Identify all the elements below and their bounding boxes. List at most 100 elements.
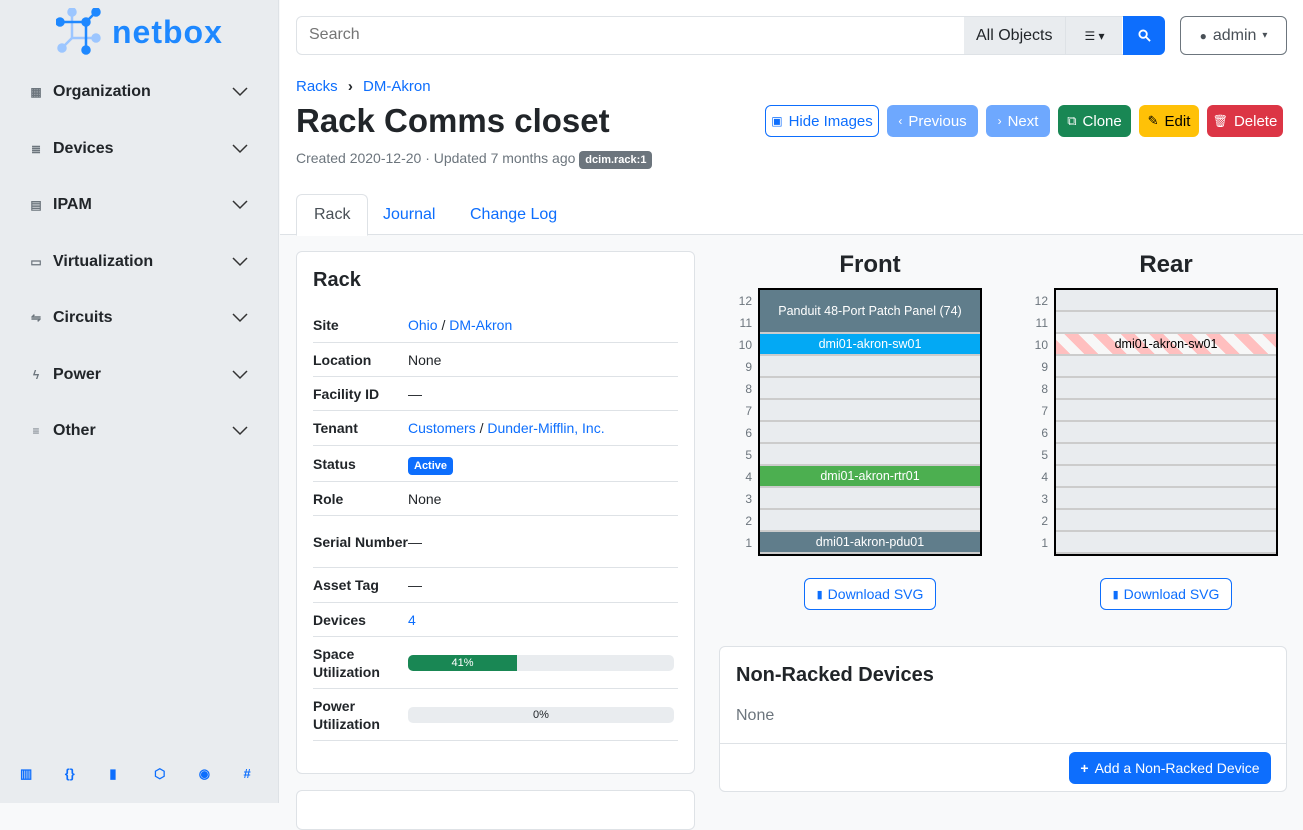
empty-rack-unit[interactable] xyxy=(1056,378,1276,400)
row-site: Site Ohio / DM-Akron xyxy=(313,308,678,343)
breadcrumb: Racks › DM-Akron xyxy=(296,78,431,95)
row-serial: Serial Number — xyxy=(313,516,678,568)
search-icon xyxy=(1137,29,1151,42)
row-tenant: Tenant Customers / Dunder-Mifflin, Inc. xyxy=(313,411,678,446)
tenant-group-link[interactable]: Customers xyxy=(408,420,476,436)
monitor-icon: ▭ xyxy=(30,254,42,269)
empty-rack-unit[interactable] xyxy=(1056,290,1276,312)
sidebar-item-label: Devices xyxy=(53,139,114,157)
user-menu[interactable]: ● admin ▾ xyxy=(1180,16,1287,55)
github-icon[interactable]: ◉ xyxy=(198,766,211,781)
unit-number: 11 xyxy=(739,316,752,330)
empty-rack-unit[interactable] xyxy=(1056,510,1276,532)
unit-number: 12 xyxy=(1034,294,1048,308)
filter-dropdown[interactable]: ☰ ▾ xyxy=(1065,17,1123,54)
add-non-racked-device-button[interactable]: + Add a Non-Racked Device xyxy=(1069,752,1271,784)
empty-rack-unit[interactable] xyxy=(760,510,980,532)
sidebar-item-organization[interactable]: ▦ Organization xyxy=(0,72,279,112)
site-link[interactable]: DM-Akron xyxy=(449,317,513,333)
sidebar-item-other[interactable]: ≡ Other xyxy=(0,411,279,451)
sidebar: netbox ▦ Organization ≣ Devices ▤ IPAM ▭ Virtua… xyxy=(0,0,279,803)
card-title: Non-Racked Devices xyxy=(736,664,934,686)
unit-number: 5 xyxy=(745,448,752,462)
copy-icon: ⧉ xyxy=(1067,113,1077,128)
download-rear-svg-button[interactable]: ▮ Download SVG xyxy=(1100,578,1232,610)
tab-journal[interactable]: Journal xyxy=(383,205,436,223)
download-front-svg-button[interactable]: ▮ Download SVG xyxy=(804,578,936,610)
empty-rack-unit[interactable] xyxy=(1056,356,1276,378)
empty-rack-unit[interactable] xyxy=(1056,422,1276,444)
graphql-icon[interactable]: ⬡ xyxy=(154,766,166,781)
username: admin xyxy=(1212,26,1257,44)
empty-rack-unit[interactable] xyxy=(1056,400,1276,422)
chevron-left-icon: ‹ xyxy=(898,114,903,128)
edit-button[interactable]: ✎ Edit xyxy=(1139,105,1199,137)
empty-rack-unit[interactable] xyxy=(760,356,980,378)
empty-rack-unit[interactable] xyxy=(760,400,980,422)
devices-link[interactable]: 4 xyxy=(408,611,416,628)
empty-rack-unit[interactable] xyxy=(1056,488,1276,510)
row-location: Location None xyxy=(313,343,678,377)
sidebar-item-virtualization[interactable]: ▭ Virtualization xyxy=(0,242,279,282)
sidebar-item-label: IPAM xyxy=(53,196,92,213)
search-input[interactable] xyxy=(309,26,909,44)
empty-rack-unit[interactable] xyxy=(1056,466,1276,488)
rack-device[interactable]: dmi01-akron-rtr01 xyxy=(760,466,980,488)
rack-device[interactable]: Panduit 48-Port Patch Panel (74) xyxy=(760,290,980,334)
rack-device[interactable]: dmi01-akron-sw01 xyxy=(1056,334,1276,356)
search-button[interactable] xyxy=(1123,16,1165,55)
empty-rack-unit[interactable] xyxy=(1056,532,1276,554)
region-link[interactable]: Ohio xyxy=(408,317,438,333)
delete-button[interactable]: 🗑 Delete xyxy=(1207,105,1283,137)
empty-rack-unit[interactable] xyxy=(760,488,980,510)
netbox-logo[interactable]: netbox xyxy=(56,8,223,56)
unit-number: 5 xyxy=(1041,448,1048,462)
sidebar-item-ipam[interactable]: ▤ IPAM xyxy=(0,185,279,225)
building-icon: ▦ xyxy=(30,85,42,99)
previous-button[interactable]: ‹ Previous xyxy=(887,105,978,137)
row-devices: Devices 4 xyxy=(313,603,678,637)
tenant-link[interactable]: Dunder-Mifflin, Inc. xyxy=(487,420,605,436)
trash-icon: 🗑 xyxy=(1212,114,1228,128)
empty-rack-unit[interactable] xyxy=(760,422,980,444)
circuit-icon: ⇋ xyxy=(30,311,42,325)
space-utilization-bar: 41% xyxy=(408,654,674,671)
sidebar-item-power[interactable]: ϟ Power xyxy=(0,355,279,395)
meta-text: Created 2020-12-20 · Updated 7 months ag… xyxy=(296,150,576,166)
unit-number: 1 xyxy=(745,536,752,550)
empty-rack-unit[interactable] xyxy=(760,444,980,466)
filter-icon: ☰ ▾ xyxy=(1084,28,1105,43)
unit-number: 9 xyxy=(1041,360,1048,374)
object-type-select[interactable]: All Objects xyxy=(964,17,1122,54)
unit-number: 6 xyxy=(1041,426,1048,440)
slack-icon[interactable]: # xyxy=(243,766,251,781)
rack-device[interactable]: dmi01-akron-pdu01 xyxy=(760,532,980,554)
caret-icon: ▾ xyxy=(1262,30,1268,41)
book-icon[interactable]: ▥ xyxy=(20,766,33,781)
next-button[interactable]: › Next xyxy=(986,105,1050,137)
docs-icon[interactable]: ▮ xyxy=(109,766,117,781)
clone-button[interactable]: ⧉ Clone xyxy=(1058,105,1131,137)
row-facility: Facility ID — xyxy=(313,377,678,411)
object-id-badge: dcim.rack:1 xyxy=(579,151,653,169)
unit-number: 6 xyxy=(745,426,752,440)
sidebar-item-devices[interactable]: ≣ Devices xyxy=(0,129,279,169)
tab-change-log[interactable]: Change Log xyxy=(470,205,558,223)
breadcrumb-site[interactable]: DM-Akron xyxy=(363,78,431,95)
plus-icon: + xyxy=(1080,760,1089,776)
sidebar-item-circuits[interactable]: ⇋ Circuits xyxy=(0,298,279,338)
breadcrumb-racks[interactable]: Racks xyxy=(296,78,338,95)
rack-device[interactable]: dmi01-akron-sw01 xyxy=(760,334,980,356)
unit-number: 8 xyxy=(745,382,752,396)
empty-rack-unit[interactable] xyxy=(1056,312,1276,334)
chevron-down-icon xyxy=(232,87,248,97)
tab-rack[interactable]: Rack xyxy=(296,194,369,236)
api-icon[interactable]: {} xyxy=(64,766,75,781)
hide-images-button[interactable]: ▣ Hide Images xyxy=(765,105,879,137)
page-title: Rack Comms closet xyxy=(296,102,610,139)
chevron-down-icon xyxy=(232,143,248,153)
empty-rack-unit[interactable] xyxy=(760,378,980,400)
empty-rack-unit[interactable] xyxy=(1056,444,1276,466)
ip-icon: ▤ xyxy=(30,198,42,212)
sidebar-item-label: Other xyxy=(53,422,96,439)
